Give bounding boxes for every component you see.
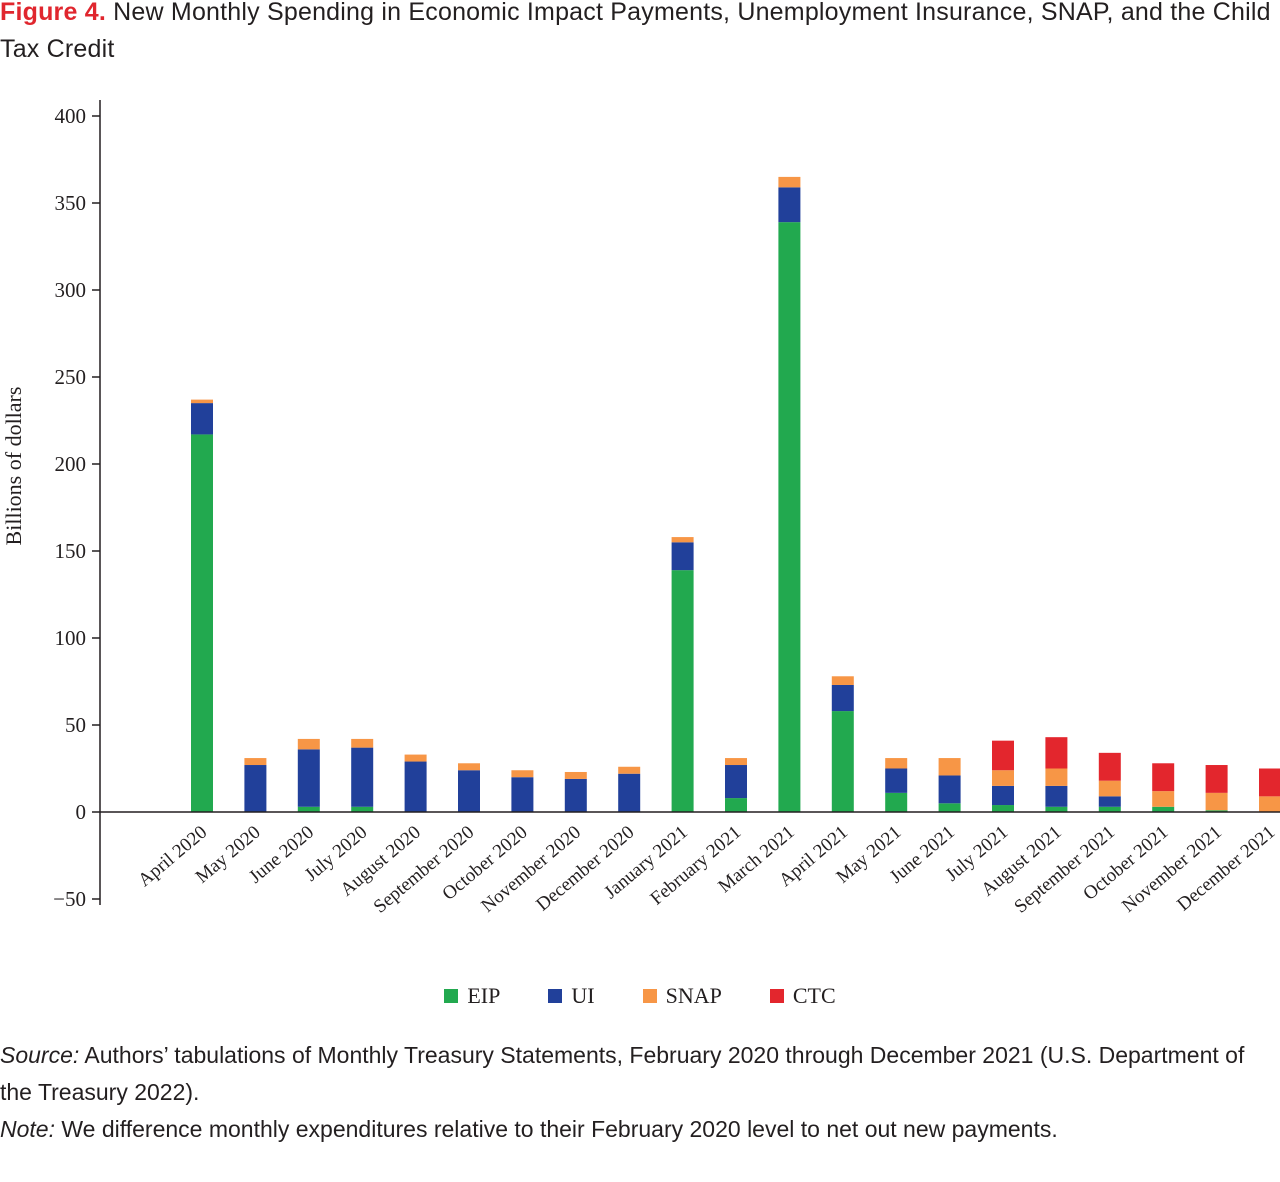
legend-swatch — [769, 989, 784, 1003]
y-tick-label: −50 — [53, 887, 86, 911]
y-tick-label: 50 — [65, 713, 86, 737]
y-axis: −50 0 50 100 150 200 250 300 350 400 — [53, 100, 101, 911]
legend-item-ui: UI — [548, 978, 595, 1014]
y-tick-label: 300 — [55, 278, 87, 302]
bar-segment-ctc — [1098, 752, 1121, 781]
y-tick-label: 400 — [55, 104, 87, 128]
bar-segment-ui — [244, 765, 267, 812]
bar-segment-snap — [1098, 780, 1121, 797]
bar-segment-snap — [725, 758, 747, 766]
bar-segment-ui — [671, 542, 694, 571]
bar-segment-ui — [511, 777, 534, 812]
note-text: We difference monthly expenditures relat… — [61, 1116, 1058, 1142]
bar-segment-ctc — [1205, 765, 1228, 793]
bar-segment-ui — [564, 778, 587, 812]
bar-segment-snap — [671, 537, 694, 543]
figure-title: Figure 4. New Monthly Spending in Econom… — [0, 0, 1280, 68]
legend-swatch — [548, 989, 563, 1003]
y-tick-label: 200 — [55, 452, 87, 476]
bar-segment-eip — [351, 806, 374, 812]
bar-segment-snap — [885, 758, 908, 769]
bar-segment-eip — [1045, 806, 1068, 812]
bar-segment-snap — [992, 770, 1014, 786]
y-tick-label: 150 — [55, 539, 87, 563]
bar-segment-snap — [191, 399, 213, 404]
legend-swatch — [642, 989, 657, 1003]
note-label: Note: — [0, 1116, 55, 1142]
bar-segment-ui — [778, 187, 801, 223]
y-tick-label: 250 — [55, 365, 87, 389]
y-tick-label: 100 — [55, 626, 87, 650]
y-axis-label: Billions of dollars — [1, 387, 26, 546]
bar-segment-eip — [992, 805, 1014, 812]
bar-segment-snap — [1205, 792, 1228, 811]
legend-label: CTC — [792, 983, 836, 1008]
bar-segment-ui — [1098, 796, 1121, 807]
legend-item-eip: EIP — [444, 978, 500, 1014]
bar-segment-eip — [1152, 806, 1175, 812]
legend-label: EIP — [467, 983, 501, 1008]
bar-segment-ui — [458, 770, 480, 812]
bar-segment-snap — [778, 176, 801, 188]
bar-segment-ui — [831, 684, 854, 712]
bar-segment-eip — [831, 711, 854, 812]
bar-segment-ui — [992, 785, 1014, 806]
bar-segment-ui — [297, 749, 320, 807]
bar-segment-snap — [831, 676, 854, 685]
bar-segment-snap — [564, 771, 587, 779]
bar-segment-snap — [244, 758, 267, 766]
bar-segment-eip — [1205, 810, 1228, 812]
legend-swatch — [444, 989, 459, 1003]
bar-segment-ui — [1045, 785, 1068, 807]
bar-segment-snap — [511, 770, 534, 778]
stacked-bar-chart: −50 0 50 100 150 200 250 300 350 400 April 2020Ma… — [1, 100, 1280, 918]
bar-segment-ui — [725, 765, 747, 799]
y-tick-label: 0 — [76, 800, 87, 824]
bar-segment-ui — [351, 747, 374, 807]
bar-segment-eip — [938, 803, 961, 812]
legend-item-snap: SNAP — [642, 978, 722, 1014]
figure-notes: Source: Authors’ tabulations of Monthly … — [0, 1037, 1280, 1148]
bar-segment-ctc — [1045, 737, 1068, 769]
bar-segment-ui — [885, 768, 908, 793]
figure-label: Figure 4. — [0, 0, 106, 26]
bar-segment-ctc — [1152, 763, 1175, 792]
bar-segment-snap — [351, 738, 374, 748]
legend-label: UI — [571, 983, 595, 1008]
bar-segment-snap — [404, 754, 427, 762]
bar-segment-snap — [618, 766, 641, 774]
source-text: Authors’ tabulations of Monthly Treasury… — [0, 1042, 1245, 1105]
bar-segment-snap — [938, 758, 961, 776]
bar-segment-ctc — [992, 740, 1014, 771]
bar-segment-eip — [191, 434, 213, 812]
bar-segment-ui — [618, 773, 641, 812]
legend-label: SNAP — [665, 983, 722, 1008]
bar-segment-eip — [1098, 806, 1121, 812]
bar-segment-ui — [191, 403, 213, 435]
bar-segment-ui — [404, 761, 427, 812]
bar-segment-eip — [725, 798, 747, 812]
bar-segment-snap — [1152, 791, 1175, 807]
bar-segment-eip — [885, 792, 908, 812]
bar-segment-eip — [778, 222, 801, 812]
bar-segment-snap — [1045, 768, 1068, 786]
bar-segment-snap — [1259, 796, 1280, 812]
bar-segment-snap — [458, 763, 480, 771]
figure-title-text: New Monthly Spending in Economic Impact … — [0, 0, 1271, 63]
legend-item-ctc: CTC — [769, 978, 836, 1014]
methodology-note: Note: We difference monthly expenditures… — [0, 1111, 1280, 1148]
source-note: Source: Authors’ tabulations of Monthly … — [0, 1037, 1280, 1111]
chart-legend: EIP UI SNAP CTC — [0, 978, 1280, 1014]
bar-segment-ui — [938, 775, 961, 804]
bars — [191, 176, 1280, 812]
bar-segment-eip — [671, 570, 694, 812]
bar-segment-eip — [297, 806, 320, 812]
bar-segment-snap — [297, 738, 320, 750]
bar-segment-ctc — [1259, 768, 1280, 797]
y-tick-label: 350 — [55, 191, 87, 215]
source-label: Source: — [0, 1042, 80, 1068]
